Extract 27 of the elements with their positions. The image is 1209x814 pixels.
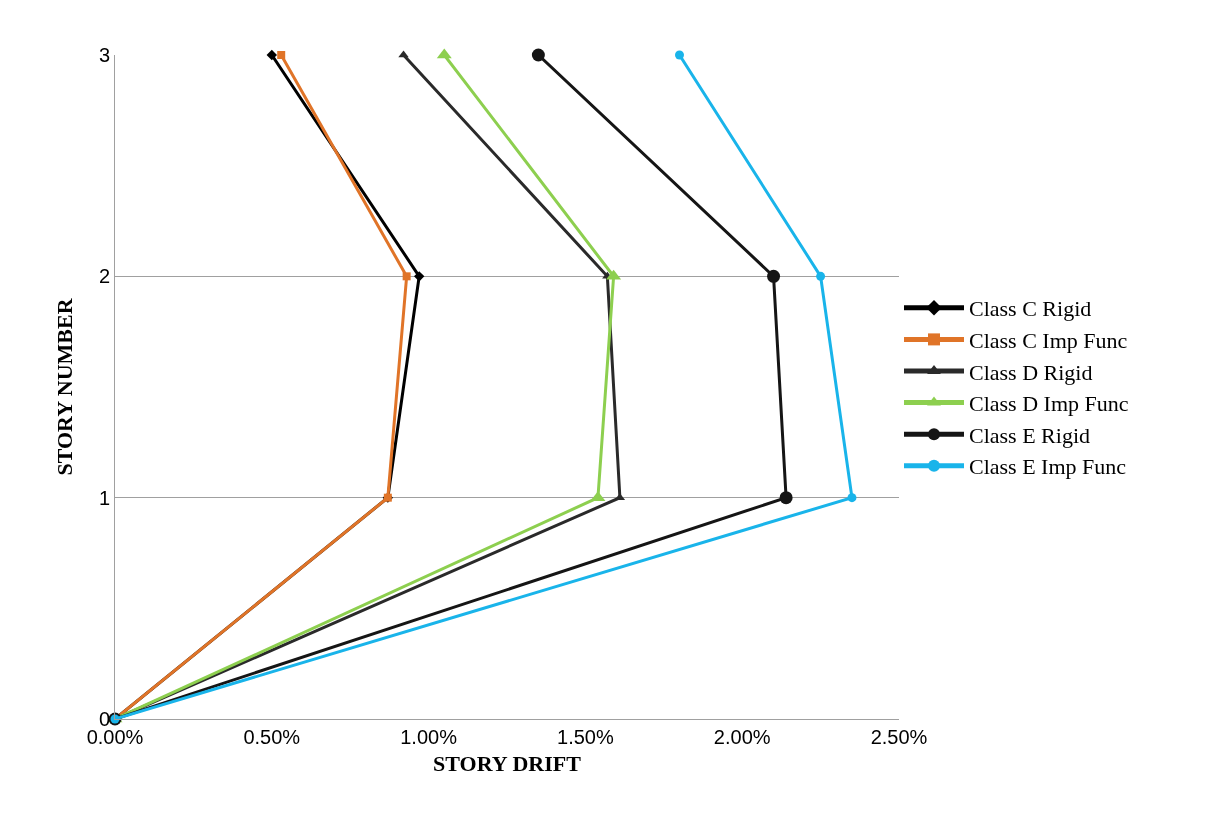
point bbox=[277, 51, 286, 59]
legend-label: Class D Imp Func bbox=[969, 391, 1129, 417]
legend-label: Class E Rigid bbox=[969, 422, 1091, 448]
legend-label: Class E Imp Func bbox=[969, 454, 1127, 480]
point bbox=[674, 50, 684, 60]
legend-label: Class D Rigid bbox=[969, 359, 1093, 385]
y-tick-label: 3 bbox=[98, 44, 110, 66]
x-tick-label: 2.00% bbox=[713, 726, 771, 748]
point bbox=[413, 271, 425, 282]
y-axis-title: STORY NUMBER bbox=[51, 297, 77, 476]
point bbox=[531, 48, 545, 62]
x-tick-label: 0.50% bbox=[243, 726, 301, 748]
point bbox=[402, 272, 411, 281]
y-tick-label: 1 bbox=[98, 486, 110, 509]
x-axis-title: STORY DRIFT bbox=[433, 750, 582, 776]
x-tick-label: 2.50% bbox=[870, 726, 928, 748]
legend-label: Class C Rigid bbox=[969, 296, 1092, 322]
point bbox=[816, 271, 826, 281]
point bbox=[767, 269, 781, 283]
point bbox=[266, 49, 277, 61]
y-tick-label: 2 bbox=[98, 265, 110, 288]
point bbox=[398, 50, 409, 58]
point bbox=[779, 491, 793, 505]
legend-label: Class C Imp Func bbox=[969, 327, 1128, 353]
x-tick-label: 1.00% bbox=[400, 726, 458, 748]
x-tick-label: 1.50% bbox=[557, 726, 614, 748]
point bbox=[847, 493, 857, 503]
